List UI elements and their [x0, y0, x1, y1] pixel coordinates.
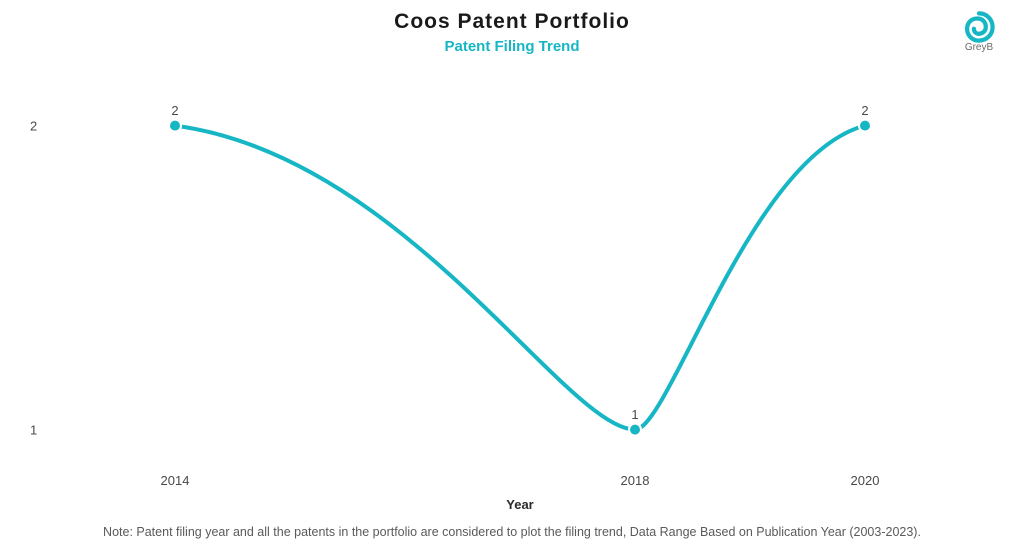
page-title: Coos Patent Portfolio [0, 10, 1024, 34]
x-tick: 2018 [621, 473, 650, 488]
logo-swirl-icon [962, 10, 996, 44]
data-marker [169, 120, 181, 132]
x-axis-label: Year [506, 497, 533, 512]
data-label: 2 [171, 103, 178, 118]
data-marker [859, 120, 871, 132]
footer-note: Note: Patent filing year and all the pat… [0, 525, 1024, 539]
y-tick: 1 [30, 422, 37, 437]
line-chart-svg [60, 80, 980, 460]
logo-text: GreyB [965, 42, 993, 53]
data-label: 2 [861, 103, 868, 118]
chart-container: Coos Patent Portfolio Patent Filing Tren… [0, 0, 1024, 545]
page-subtitle: Patent Filing Trend [0, 38, 1024, 55]
data-label: 1 [631, 407, 638, 422]
chart-area: Year 12201420182020212 [60, 80, 980, 460]
x-tick: 2014 [161, 473, 190, 488]
brand-logo: GreyB [954, 10, 1004, 60]
x-tick: 2020 [851, 473, 880, 488]
trend-line [175, 126, 865, 430]
y-tick: 2 [30, 118, 37, 133]
data-marker [629, 424, 641, 436]
